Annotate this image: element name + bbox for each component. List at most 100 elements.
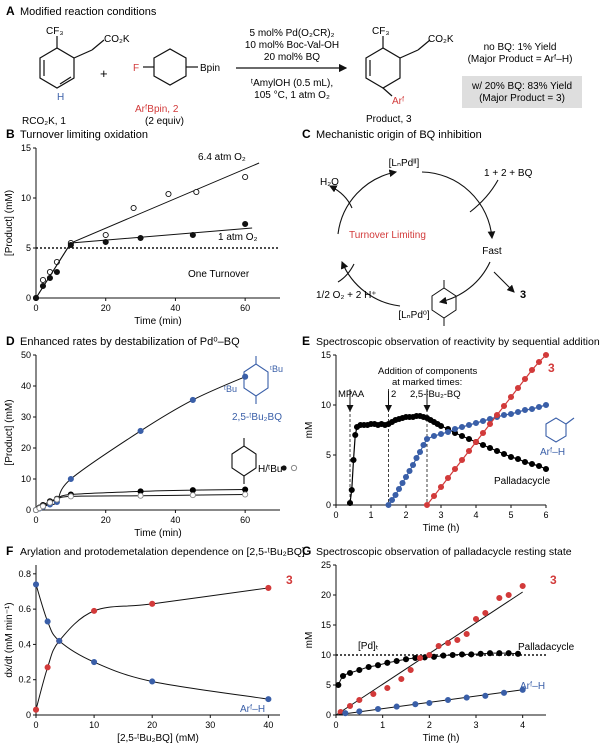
condition-2: 10 mol% Boc-Val-OH — [245, 40, 339, 51]
data-point — [352, 431, 359, 439]
panel-letter: B — [6, 127, 15, 141]
y-tick-label: 0 — [26, 710, 31, 720]
data-point — [535, 403, 543, 411]
x-tick-label: 40 — [263, 720, 273, 730]
legend-filled-marker — [281, 465, 287, 471]
data-point — [542, 401, 550, 409]
y-tick-label: 0 — [26, 293, 31, 303]
data-point — [44, 618, 51, 625]
cycle-arrow-top-right — [421, 171, 496, 240]
data-point — [458, 423, 466, 431]
x-axis-label: Time (min) — [134, 528, 181, 539]
data-point — [348, 486, 355, 494]
conditions: 5 mol% Pd(O₂CR)₂ 10 mol% Boc-Val-OH 20 m… — [245, 28, 339, 101]
reactant-1-structure — [39, 36, 105, 89]
data-point — [521, 406, 529, 414]
cycle-arrow-bottom-right — [438, 261, 491, 305]
series-line — [388, 404, 547, 506]
x-tick-label: 30 — [205, 720, 215, 730]
data-point — [398, 675, 405, 683]
water-out-arrow — [329, 185, 353, 209]
data-point — [465, 447, 473, 455]
x-tick-label: 20 — [101, 515, 111, 525]
chart-d: 0 20 40 60 0 10 20 30 40 50 Time (min) [Product] (m… — [4, 350, 280, 539]
x-tick-label: 3 — [438, 510, 443, 520]
data-point — [535, 462, 543, 470]
data-point — [444, 428, 452, 436]
data-point — [528, 366, 536, 374]
data-point — [53, 496, 60, 503]
x-tick-label: 0 — [333, 510, 338, 520]
y-tick-label: 0.8 — [18, 569, 31, 579]
data-point — [430, 432, 438, 440]
data-point — [463, 630, 470, 638]
panel-g: G Spectroscopic observation of palladacy… — [302, 544, 575, 744]
x-tick-label: 4 — [473, 510, 478, 520]
data-point — [44, 664, 51, 671]
series-label-palladacycle: Palladacycle — [518, 642, 575, 653]
data-point — [413, 454, 420, 462]
data-point — [493, 411, 501, 419]
panel-title: Turnover limiting oxidation — [20, 129, 148, 141]
cycle-arrow-bottom-left — [340, 260, 401, 307]
data-point — [193, 188, 200, 196]
pd-ii-label: [LₙPdᴵᴵ] — [389, 158, 420, 169]
data-point — [472, 438, 480, 446]
data-point — [384, 659, 391, 666]
h-tbu-label: H/ᵗBu — [258, 464, 282, 475]
panel-d: D Enhanced rates by destabilization of P… — [4, 334, 298, 539]
bq-yield-box — [462, 76, 582, 108]
benzoquinone-structure — [431, 280, 457, 326]
data-point — [402, 656, 410, 663]
y-tick-label: 30 — [21, 412, 31, 422]
data-point — [451, 425, 459, 433]
data-point — [519, 582, 526, 590]
y-axis-label: [Product] (mM) — [4, 190, 15, 256]
x-tick-label: 4 — [520, 720, 525, 730]
data-point — [505, 650, 512, 657]
data-point — [507, 393, 515, 401]
data-point — [423, 435, 431, 443]
data-point — [388, 496, 396, 504]
data-point — [458, 432, 466, 440]
data-point — [39, 276, 47, 284]
data-point — [356, 696, 363, 704]
data-point — [242, 220, 249, 228]
data-point — [385, 501, 392, 509]
series-label-arf-h: Arᶠ–H — [540, 447, 565, 458]
series-label-3: 3 — [286, 573, 293, 587]
data-point — [265, 696, 272, 703]
data-point — [346, 499, 354, 507]
data-point — [500, 689, 508, 696]
product-3-label: 3 — [520, 289, 526, 301]
data-point — [458, 456, 466, 464]
panel-title: Spectroscopic observation of palladacycl… — [316, 546, 572, 558]
h-label: H — [57, 92, 64, 103]
x-tick-label: 1 — [368, 510, 373, 520]
data-point — [137, 492, 144, 499]
data-point — [430, 492, 438, 500]
data-point — [335, 681, 342, 689]
data-point — [399, 479, 406, 487]
data-point — [242, 491, 249, 498]
x-axis-label: [2,5-ᵗBu₂BQ] (mM) — [117, 733, 199, 744]
series-label-palladacycle: Palladacycle — [494, 476, 551, 487]
data-point — [416, 654, 424, 662]
panel-f: F Arylation and protodemetalation depend… — [4, 544, 305, 744]
oxygen-label: 1/2 O₂ + 2 H⁺ — [316, 290, 377, 301]
data-point — [67, 241, 74, 249]
additions-label: at marked times: — [392, 377, 462, 388]
panel-title: Modified reaction conditions — [20, 6, 157, 18]
condition-3: 20 mol% BQ — [264, 52, 320, 63]
series-label-arf-h: Arᶠ–H — [240, 704, 265, 715]
data-point — [542, 351, 550, 359]
series-label-3: 3 — [548, 361, 555, 375]
data-point — [416, 448, 424, 456]
x-tick-label: 1 — [380, 720, 385, 730]
data-point — [493, 447, 501, 455]
product-arf-label: Arᶠ — [392, 96, 405, 107]
data-point — [32, 706, 40, 713]
y-axis-label: mM — [304, 632, 315, 649]
fluorine-label: F — [133, 63, 139, 74]
condition-1: 5 mol% Pd(O₂CR)₂ — [250, 28, 335, 39]
